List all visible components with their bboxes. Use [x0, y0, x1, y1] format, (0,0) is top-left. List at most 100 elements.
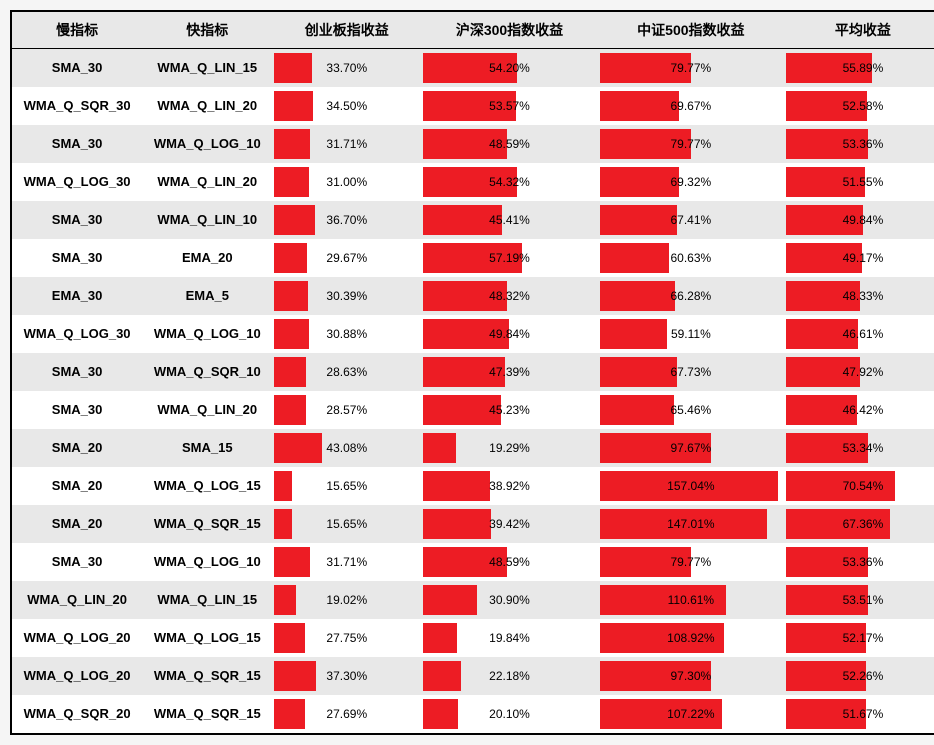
slow-indicator-cell: SMA_30	[12, 125, 142, 163]
bar-value-text: 19.29%	[423, 433, 596, 463]
zz500-return-cell: 108.92%	[598, 619, 784, 657]
bar-wrapper: 79.77%	[600, 129, 782, 159]
cyb-return-cell: 31.71%	[272, 543, 421, 581]
avg-return-cell: 53.36%	[784, 125, 934, 163]
avg-return-cell: 52.17%	[784, 619, 934, 657]
cyb-return-cell: 30.88%	[272, 315, 421, 353]
table-row: SMA_20WMA_Q_LOG_1515.65%38.92%157.04%70.…	[12, 467, 934, 505]
header-slow: 慢指标	[12, 12, 142, 49]
bar-wrapper: 53.57%	[423, 91, 596, 121]
slow-indicator-cell: SMA_30	[12, 49, 142, 87]
table-row: SMA_30WMA_Q_LIN_2028.57%45.23%65.46%46.4…	[12, 391, 934, 429]
bar-wrapper: 28.63%	[274, 357, 419, 387]
bar-value-text: 31.71%	[274, 129, 419, 159]
cyb-return-cell: 34.50%	[272, 87, 421, 125]
zz500-return-cell: 65.46%	[598, 391, 784, 429]
bar-wrapper: 54.20%	[423, 53, 596, 83]
bar-value-text: 53.36%	[786, 129, 934, 159]
bar-wrapper: 52.17%	[786, 623, 934, 653]
hs300-return-cell: 45.41%	[421, 201, 598, 239]
table-header: 慢指标 快指标 创业板指收益 沪深300指数收益 中证500指数收益 平均收益	[12, 12, 934, 49]
bar-value-text: 20.10%	[423, 699, 596, 729]
bar-wrapper: 53.34%	[786, 433, 934, 463]
avg-return-cell: 55.89%	[784, 49, 934, 87]
zz500-return-cell: 69.67%	[598, 87, 784, 125]
fast-indicator-cell: WMA_Q_SQR_15	[142, 657, 272, 695]
bar-wrapper: 15.65%	[274, 509, 419, 539]
bar-value-text: 157.04%	[600, 471, 782, 501]
avg-return-cell: 53.51%	[784, 581, 934, 619]
bar-value-text: 53.57%	[423, 91, 596, 121]
hs300-return-cell: 53.57%	[421, 87, 598, 125]
bar-wrapper: 27.69%	[274, 699, 419, 729]
zz500-return-cell: 66.28%	[598, 277, 784, 315]
zz500-return-cell: 69.32%	[598, 163, 784, 201]
hs300-return-cell: 19.29%	[421, 429, 598, 467]
hs300-return-cell: 48.32%	[421, 277, 598, 315]
bar-wrapper: 28.57%	[274, 395, 419, 425]
slow-indicator-cell: SMA_20	[12, 505, 142, 543]
bar-value-text: 52.58%	[786, 91, 934, 121]
bar-value-text: 30.90%	[423, 585, 596, 615]
zz500-return-cell: 67.41%	[598, 201, 784, 239]
bar-value-text: 49.84%	[786, 205, 934, 235]
header-zz500: 中证500指数收益	[598, 12, 784, 49]
bar-value-text: 70.54%	[786, 471, 934, 501]
bar-value-text: 79.77%	[600, 53, 782, 83]
bar-wrapper: 19.84%	[423, 623, 596, 653]
bar-wrapper: 34.50%	[274, 91, 419, 121]
zz500-return-cell: 59.11%	[598, 315, 784, 353]
zz500-return-cell: 79.77%	[598, 125, 784, 163]
bar-wrapper: 46.61%	[786, 319, 934, 349]
table-row: WMA_Q_SQR_30WMA_Q_LIN_2034.50%53.57%69.6…	[12, 87, 934, 125]
cyb-return-cell: 37.30%	[272, 657, 421, 695]
bar-wrapper: 97.67%	[600, 433, 782, 463]
cyb-return-cell: 36.70%	[272, 201, 421, 239]
bar-value-text: 147.01%	[600, 509, 782, 539]
hs300-return-cell: 30.90%	[421, 581, 598, 619]
zz500-return-cell: 79.77%	[598, 49, 784, 87]
fast-indicator-cell: EMA_20	[142, 239, 272, 277]
fast-indicator-cell: WMA_Q_SQR_10	[142, 353, 272, 391]
hs300-return-cell: 22.18%	[421, 657, 598, 695]
zz500-return-cell: 60.63%	[598, 239, 784, 277]
zz500-return-cell: 79.77%	[598, 543, 784, 581]
bar-value-text: 107.22%	[600, 699, 782, 729]
bar-wrapper: 38.92%	[423, 471, 596, 501]
table-row: WMA_Q_LOG_20WMA_Q_SQR_1537.30%22.18%97.3…	[12, 657, 934, 695]
slow-indicator-cell: SMA_30	[12, 353, 142, 391]
header-row: 慢指标 快指标 创业板指收益 沪深300指数收益 中证500指数收益 平均收益	[12, 12, 934, 49]
hs300-return-cell: 20.10%	[421, 695, 598, 733]
bar-value-text: 47.39%	[423, 357, 596, 387]
table-row: WMA_Q_LOG_30WMA_Q_LIN_2031.00%54.32%69.3…	[12, 163, 934, 201]
cyb-return-cell: 27.69%	[272, 695, 421, 733]
fast-indicator-cell: WMA_Q_LIN_20	[142, 163, 272, 201]
bar-wrapper: 33.70%	[274, 53, 419, 83]
bar-wrapper: 36.70%	[274, 205, 419, 235]
bar-value-text: 36.70%	[274, 205, 419, 235]
table-body: SMA_30WMA_Q_LIN_1533.70%54.20%79.77%55.8…	[12, 49, 934, 733]
hs300-return-cell: 48.59%	[421, 543, 598, 581]
bar-wrapper: 22.18%	[423, 661, 596, 691]
zz500-return-cell: 107.22%	[598, 695, 784, 733]
slow-indicator-cell: SMA_20	[12, 429, 142, 467]
header-hs300: 沪深300指数收益	[421, 12, 598, 49]
hs300-return-cell: 54.32%	[421, 163, 598, 201]
bar-value-text: 15.65%	[274, 509, 419, 539]
bar-value-text: 54.20%	[423, 53, 596, 83]
bar-wrapper: 53.36%	[786, 547, 934, 577]
avg-return-cell: 52.26%	[784, 657, 934, 695]
bar-wrapper: 48.59%	[423, 547, 596, 577]
cyb-return-cell: 43.08%	[272, 429, 421, 467]
bar-wrapper: 30.88%	[274, 319, 419, 349]
bar-value-text: 108.92%	[600, 623, 782, 653]
bar-value-text: 43.08%	[274, 433, 419, 463]
bar-wrapper: 53.36%	[786, 129, 934, 159]
bar-wrapper: 147.01%	[600, 509, 782, 539]
bar-wrapper: 110.61%	[600, 585, 782, 615]
cyb-return-cell: 19.02%	[272, 581, 421, 619]
bar-wrapper: 59.11%	[600, 319, 782, 349]
bar-value-text: 19.84%	[423, 623, 596, 653]
bar-value-text: 15.65%	[274, 471, 419, 501]
bar-value-text: 54.32%	[423, 167, 596, 197]
